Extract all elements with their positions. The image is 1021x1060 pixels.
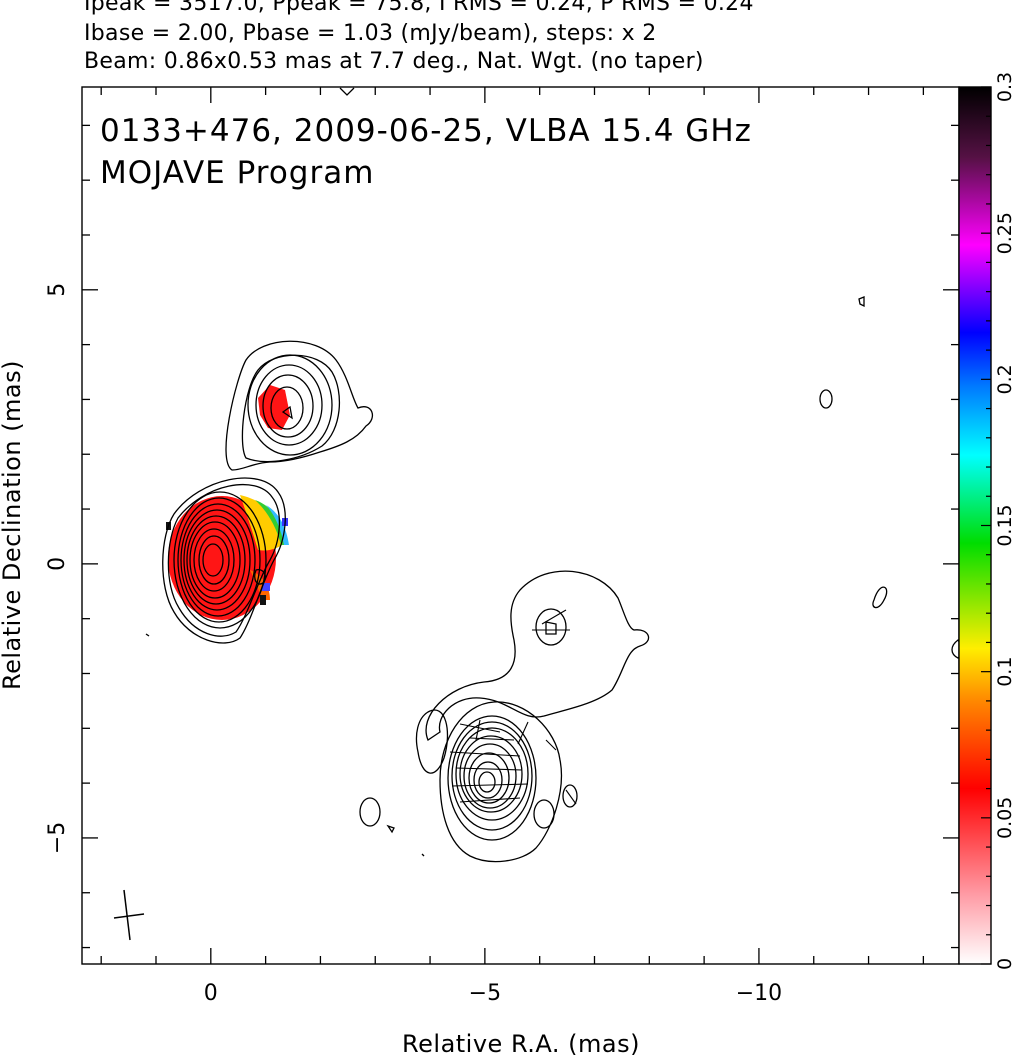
colorbar-label: 0.25 bbox=[994, 212, 1016, 254]
y-tick-label: −5 bbox=[45, 822, 70, 854]
isolated-contours bbox=[145, 87, 959, 857]
colorbar-label: 0 bbox=[994, 958, 1016, 970]
colorbar-label: 0.05 bbox=[994, 797, 1016, 839]
colorbar-ticks bbox=[981, 86, 991, 965]
colorbar-label: 0.2 bbox=[994, 364, 1016, 394]
axis-ticks bbox=[82, 87, 959, 964]
y-tick-label: 0 bbox=[45, 557, 70, 571]
map-subtitle: MOJAVE Program bbox=[100, 155, 374, 191]
core-contours bbox=[162, 477, 286, 644]
header-line-1: Ipeak = 3517.0, Ppeak = 75.8, I RMS = 0.… bbox=[84, 0, 754, 16]
x-tick-label: −5 bbox=[469, 981, 501, 1006]
y-tick-label: 5 bbox=[45, 283, 70, 297]
colorbar-label: 0.3 bbox=[994, 72, 1016, 102]
southern-knot-contours bbox=[359, 701, 578, 863]
y-axis-label: Relative Declination (mas) bbox=[0, 360, 26, 690]
axis-tick-labels: 0 −5 −10 5 0 −5 bbox=[45, 283, 782, 1006]
beam-cross bbox=[113, 889, 145, 941]
intensity-contours bbox=[145, 87, 959, 863]
north-knot-contours bbox=[225, 340, 374, 471]
colorbar-label: 0.1 bbox=[994, 657, 1016, 687]
x-tick-label: −10 bbox=[736, 981, 782, 1006]
header-line-2: Ibase = 2.00, Pbase = 1.03 (mJy/beam), s… bbox=[84, 21, 657, 46]
map-title: 0133+476, 2009-06-25, VLBA 15.4 GHz bbox=[100, 113, 752, 149]
header-line-3: Beam: 0.86x0.53 mas at 7.7 deg., Nat. Wg… bbox=[84, 49, 704, 74]
polarization-image bbox=[166, 385, 290, 620]
colorbar-label: 0.15 bbox=[994, 504, 1016, 546]
x-tick-label: 0 bbox=[204, 981, 218, 1006]
colorbar-labels: 0 0.05 0.1 0.15 0.2 0.25 0.3 bbox=[994, 72, 1016, 970]
x-axis-label: Relative R.A. (mas) bbox=[402, 1030, 640, 1058]
jet-contours bbox=[425, 570, 650, 741]
pol-vectors bbox=[449, 609, 577, 805]
